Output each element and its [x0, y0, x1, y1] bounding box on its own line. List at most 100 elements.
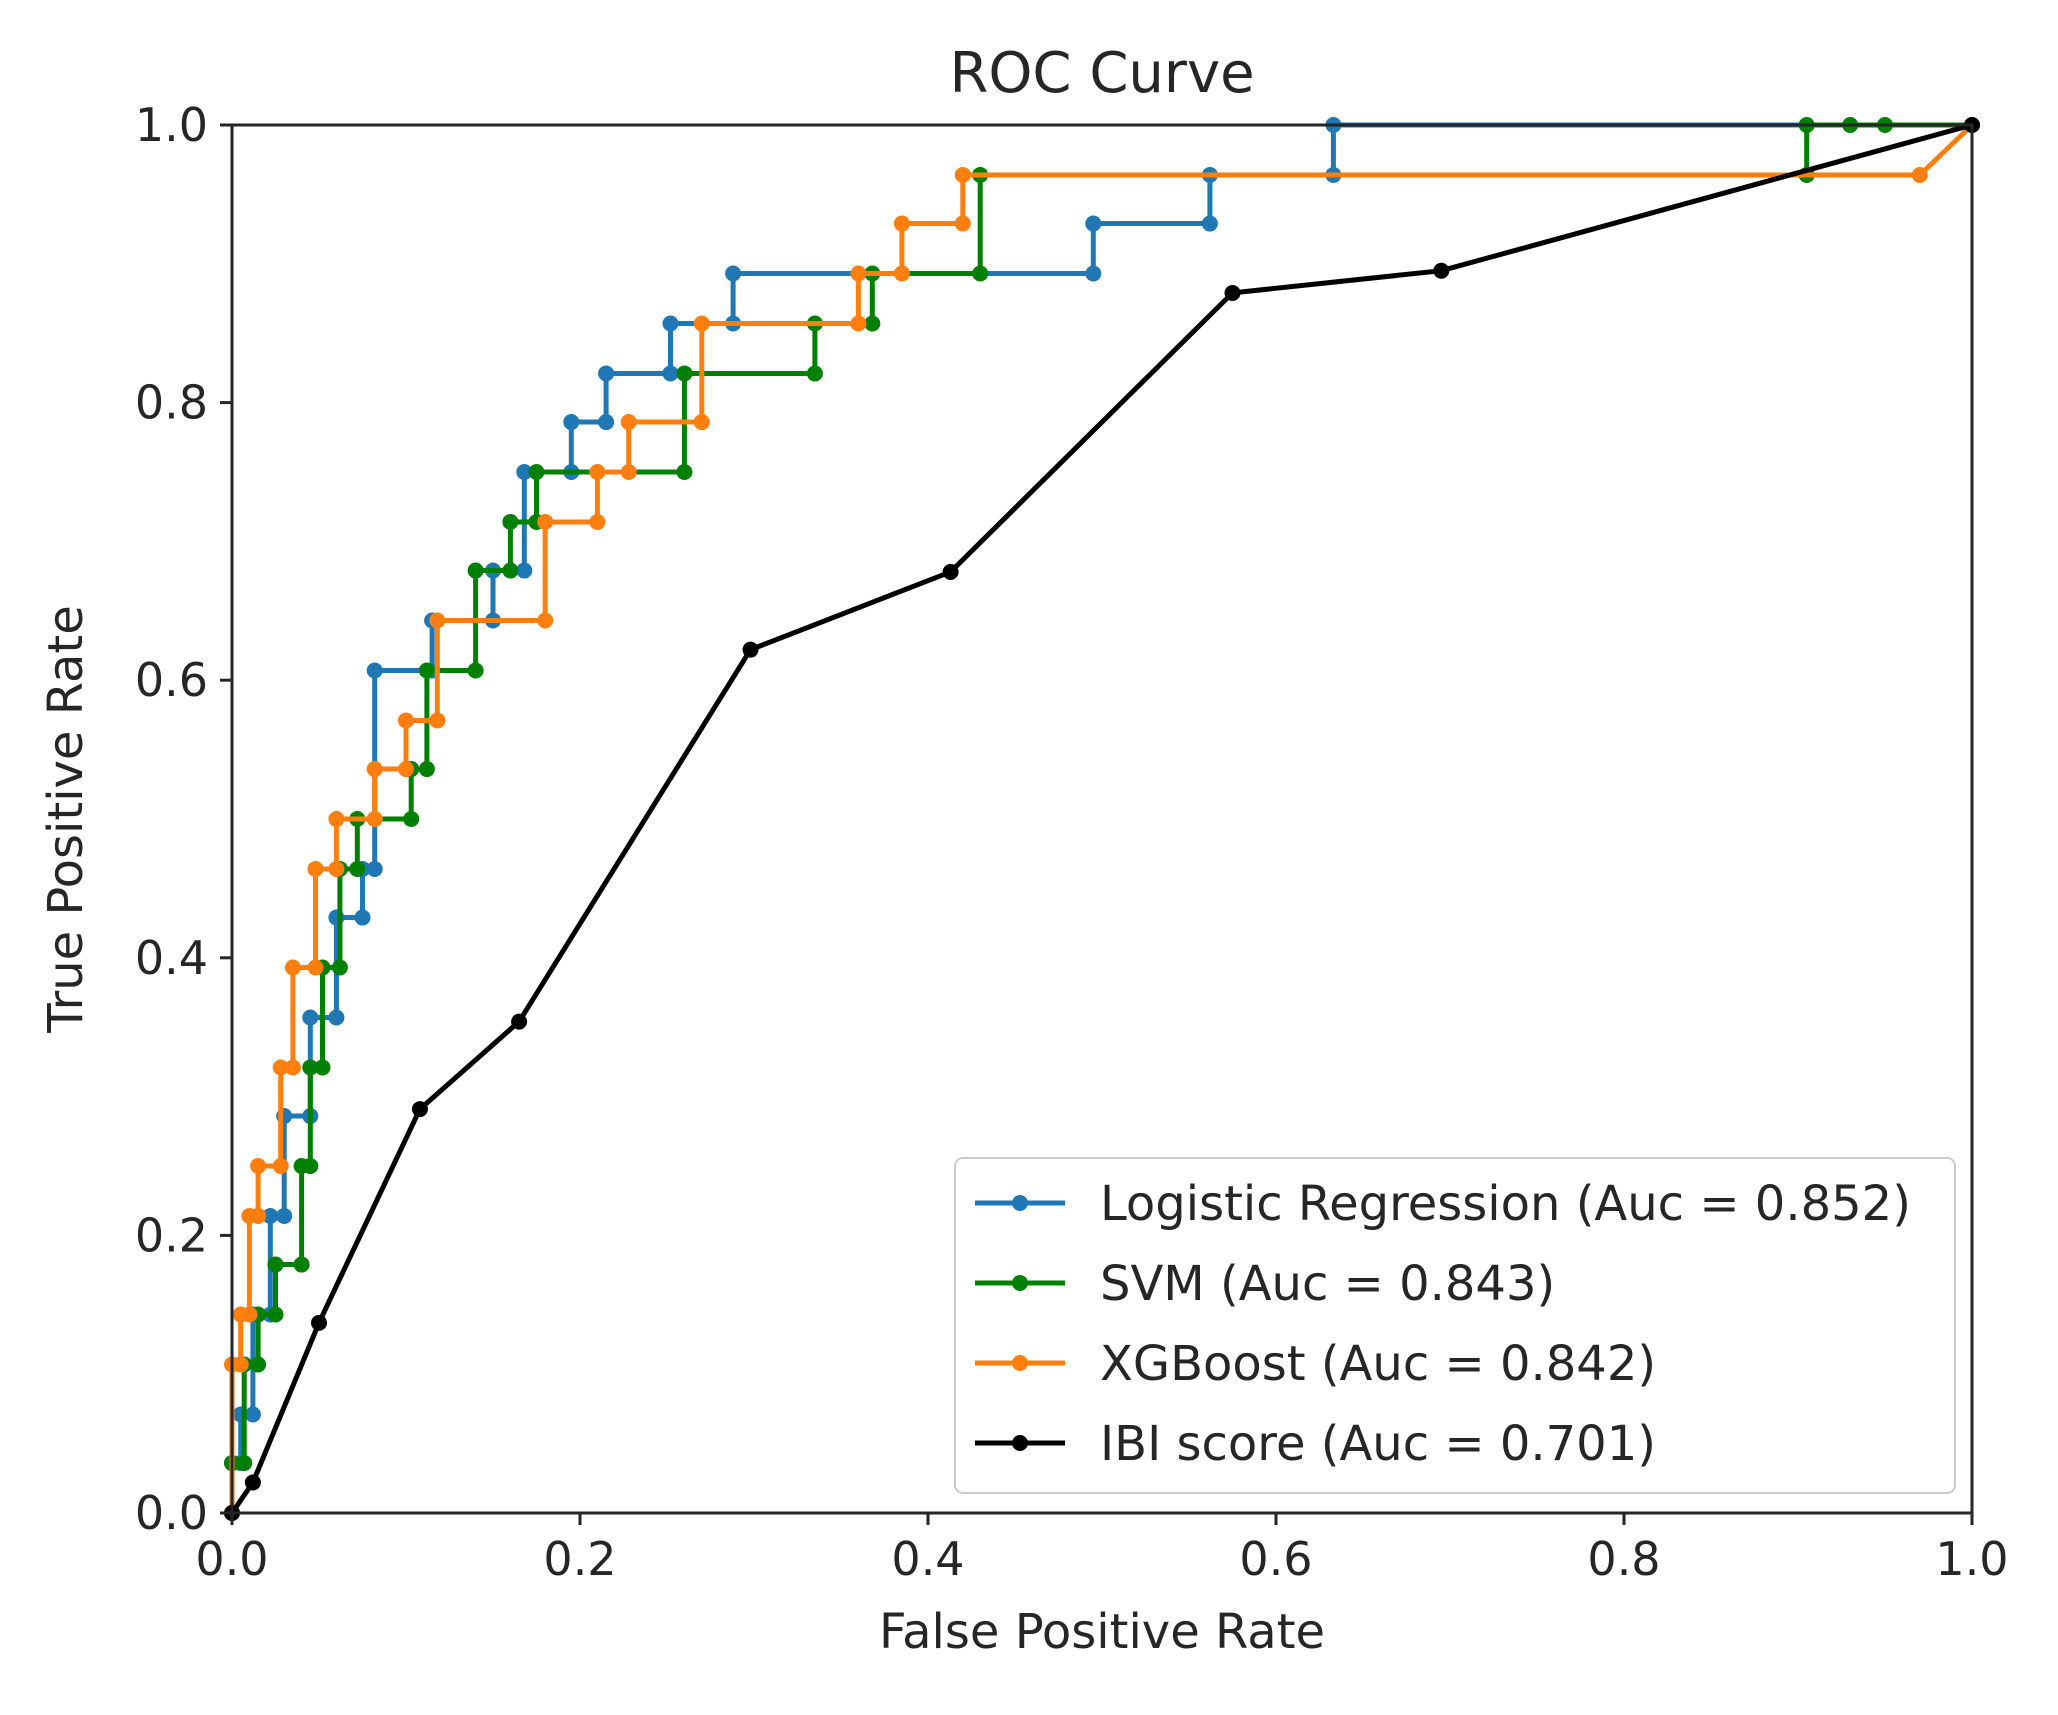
data-point — [598, 365, 615, 382]
data-point — [250, 1158, 267, 1174]
data-point — [307, 860, 324, 877]
data-point — [620, 414, 637, 431]
y-tick-label: 0.8 — [135, 376, 208, 430]
data-point — [563, 414, 580, 431]
y-tick-label: 0.6 — [135, 653, 208, 707]
data-point — [398, 712, 414, 729]
data-point — [403, 811, 420, 827]
data-point — [418, 662, 435, 679]
data-point — [1085, 215, 1102, 232]
data-point — [693, 315, 710, 332]
data-point — [328, 811, 345, 827]
data-point — [250, 1207, 267, 1224]
data-point — [366, 860, 383, 877]
data-point — [676, 464, 693, 480]
x-tick-label: 0.8 — [1587, 1532, 1660, 1586]
data-point — [366, 761, 383, 778]
data-point — [850, 265, 867, 282]
data-point — [1085, 265, 1102, 282]
data-point — [742, 641, 759, 658]
x-axis-label: False Positive Rate — [879, 1604, 1325, 1660]
data-point — [284, 959, 301, 976]
legend-marker — [1012, 1355, 1028, 1371]
data-point — [267, 1256, 284, 1273]
data-point — [954, 166, 971, 183]
data-point — [598, 414, 615, 431]
data-point — [511, 1013, 528, 1030]
data-point — [806, 365, 823, 382]
series-3 — [224, 117, 1980, 1521]
data-point — [302, 1059, 319, 1076]
data-point — [972, 265, 989, 282]
data-point — [349, 860, 366, 877]
data-point — [516, 464, 533, 480]
data-point — [331, 959, 348, 976]
data-point — [232, 1356, 249, 1373]
data-point — [314, 1059, 331, 1076]
legend-label: XGBoost (Auc = 0.842) — [1100, 1336, 1656, 1392]
data-point — [589, 513, 606, 530]
plot-frame — [230, 123, 1974, 1515]
legend-label: Logistic Regression (Auc = 0.852) — [1100, 1176, 1911, 1232]
legend-box — [954, 1157, 1956, 1494]
data-point — [272, 1059, 289, 1076]
axes: 0.0 0.2 0.4 0.6 0.8 1.0 0.0 0.2 0.4 0.6 0.8 1.0 — [135, 98, 2009, 1586]
data-point — [954, 215, 971, 232]
data-point — [942, 563, 959, 580]
data-point — [272, 1158, 289, 1174]
data-point — [302, 1158, 319, 1174]
data-point — [244, 1474, 261, 1491]
data-point — [662, 315, 679, 332]
data-point — [893, 265, 910, 282]
data-point — [276, 1207, 293, 1224]
y-tick-label: 0.2 — [135, 1208, 208, 1262]
legend-marker — [1012, 1435, 1028, 1451]
data-point — [302, 1009, 319, 1026]
series-line — [229, 123, 1974, 1513]
data-point — [241, 1306, 258, 1323]
y-tick-label: 0.0 — [135, 1486, 208, 1540]
data-point — [293, 1256, 310, 1273]
legend: Logistic Regression (Auc = 0.852) SVM (Au… — [954, 1157, 1956, 1494]
data-point — [366, 811, 383, 827]
legend-label: IBI score (Auc = 0.701) — [1100, 1416, 1656, 1472]
x-tick-label: 0.4 — [891, 1532, 964, 1586]
x-tick-label: 0.2 — [543, 1532, 616, 1586]
chart-title: ROC Curve — [949, 41, 1254, 106]
data-point — [528, 464, 545, 480]
data-point — [1433, 262, 1450, 279]
data-point — [244, 1406, 261, 1423]
data-point — [693, 414, 710, 431]
legend-marker — [1012, 1275, 1028, 1291]
y-tick-label: 1.0 — [135, 98, 208, 152]
data-point — [662, 365, 679, 382]
data-point — [537, 513, 554, 530]
data-point — [725, 265, 742, 282]
data-point — [850, 315, 867, 332]
data-point — [467, 662, 484, 679]
data-point — [398, 761, 414, 778]
data-point — [589, 464, 606, 480]
data-point — [1224, 284, 1241, 301]
data-point — [1201, 215, 1218, 232]
x-tick-label: 1.0 — [1935, 1532, 2008, 1586]
data-point — [502, 513, 519, 530]
plot-area — [224, 117, 1980, 1521]
data-point — [311, 1314, 327, 1331]
data-point — [267, 1306, 284, 1323]
data-point — [366, 662, 383, 679]
data-point — [864, 315, 881, 332]
data-point — [537, 612, 554, 629]
legend-label: SVM (Auc = 0.843) — [1100, 1256, 1555, 1312]
series-line — [229, 122, 1973, 1515]
data-point — [236, 1455, 253, 1472]
y-tick-label: 0.4 — [135, 931, 208, 985]
data-point — [250, 1356, 267, 1373]
data-point — [429, 612, 446, 629]
data-point — [502, 562, 519, 579]
data-point — [429, 712, 446, 729]
data-point — [328, 860, 345, 877]
x-tick-label: 0.6 — [1239, 1532, 1312, 1586]
legend-marker — [1012, 1195, 1028, 1211]
data-point — [516, 562, 533, 579]
